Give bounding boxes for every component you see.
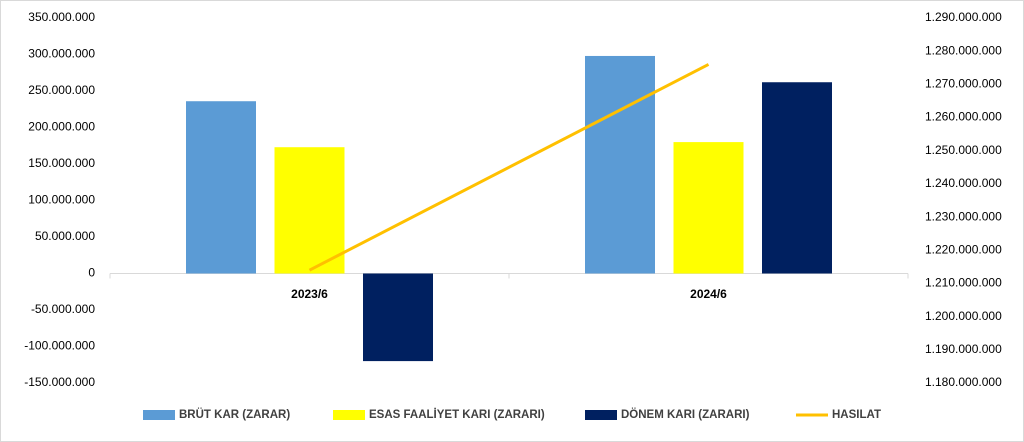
y2-tick-label: 1.180.000.000: [925, 375, 1002, 389]
y2-tick-label: 1.280.000.000: [925, 43, 1002, 57]
y-tick-label: -50.000.000: [31, 302, 95, 316]
y-tick-label: -150.000.000: [24, 375, 95, 389]
x-tick-label: 2024/6: [690, 287, 727, 301]
legend-label: HASILAT: [832, 409, 881, 421]
y2-tick-label: 1.240.000.000: [925, 176, 1002, 190]
bar: [186, 101, 256, 274]
y2-tick-label: 1.250.000.000: [925, 143, 1002, 157]
y2-tick-label: 1.260.000.000: [925, 110, 1002, 124]
y-tick-label: -100.000.000: [24, 339, 95, 353]
y-tick-label: 300.000.000: [28, 47, 95, 61]
y-tick-label: 0: [88, 266, 95, 280]
y2-tick-label: 1.210.000.000: [925, 276, 1002, 290]
bar: [585, 55, 655, 274]
legend-swatch: [585, 410, 617, 420]
legend-label: DÖNEM KARI (ZARARI): [621, 408, 750, 421]
bar: [762, 82, 832, 274]
y2-tick-label: 1.270.000.000: [925, 77, 1002, 91]
y-tick-label: 350.000.000: [28, 10, 95, 24]
legend-swatch: [333, 410, 365, 420]
bar: [363, 273, 433, 362]
bar: [274, 147, 345, 274]
y-tick-label: 50.000.000: [35, 229, 95, 243]
line: [308, 63, 710, 272]
legend-label: ESAS FAALİYET KARI (ZARARI): [369, 408, 545, 421]
y-tick-label: 250.000.000: [28, 83, 95, 97]
y2-tick-label: 1.290.000.000: [925, 10, 1002, 24]
y2-tick-label: 1.220.000.000: [925, 242, 1002, 256]
x-tick-label: 2023/6: [291, 287, 328, 301]
y-tick-label: 200.000.000: [28, 120, 95, 134]
y2-tick-label: 1.190.000.000: [925, 342, 1002, 356]
legend-swatch: [143, 410, 175, 420]
y2-tick-label: 1.200.000.000: [925, 309, 1002, 323]
bar: [673, 142, 744, 274]
y2-tick-label: 1.230.000.000: [925, 209, 1002, 223]
legend-label: BRÜT KAR (ZARAR): [179, 408, 290, 421]
y-tick-label: 150.000.000: [28, 156, 95, 170]
y-tick-label: 100.000.000: [28, 193, 95, 207]
